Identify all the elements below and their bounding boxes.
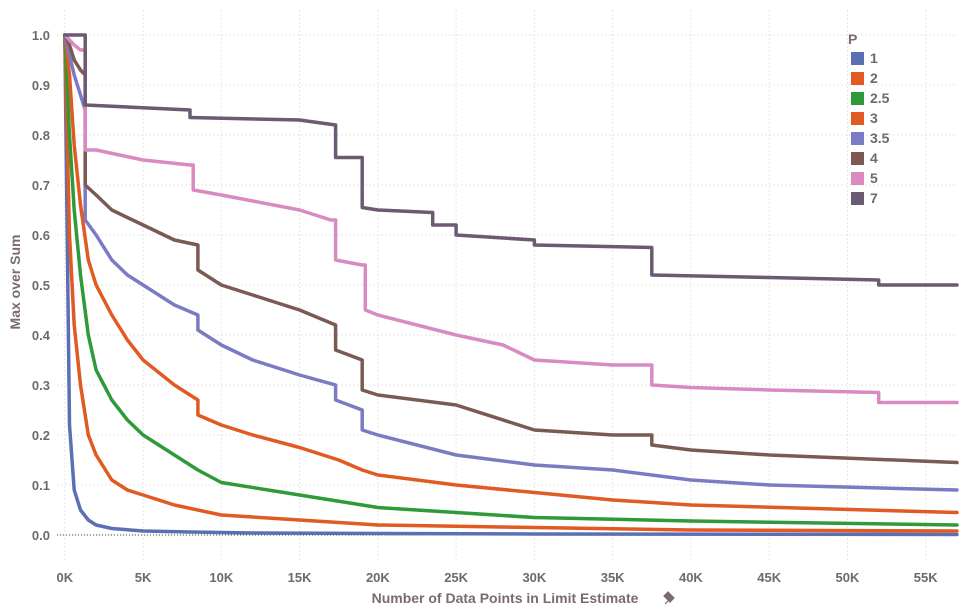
legend-label: 2 [870,70,878,86]
legend-label: 4 [870,150,878,166]
x-tick-label: 25K [444,570,468,585]
y-axis-title: Max over Sum [7,235,23,330]
x-tick-label: 55K [914,570,938,585]
legend-label: 5 [870,170,878,186]
y-axis-ticks: 0.0 0.1 0.2 0.3 0.4 0.5 0.6 0.7 0.8 0.9 1.0 [32,28,51,543]
series-line-7 [63,33,959,287]
legend: P 1 2 2.5 3 3.5 4 5 7 [848,31,890,206]
legend-label: 3 [870,110,878,126]
series-line-5 [63,33,959,405]
legend-title: P [848,31,857,47]
legend-label: 3.5 [870,130,890,146]
legend-label: 7 [870,190,878,206]
legend-swatch [851,172,864,185]
series-line-1 [63,33,959,537]
x-tick-label: 50K [836,570,860,585]
y-tick-label: 0.5 [32,278,50,293]
x-tick-label: 45K [757,570,781,585]
legend-swatch [851,192,864,205]
series-line-2 [63,33,959,533]
x-tick-label: 35K [601,570,625,585]
x-tick-label: 20K [366,570,390,585]
y-tick-label: 1.0 [32,28,50,43]
legend-swatch [851,52,864,65]
x-tick-label: 0K [57,570,74,585]
x-axis-title: Number of Data Points in Limit Estimate [372,590,639,606]
legend-swatch [851,92,864,105]
legend-label: 2.5 [870,90,890,106]
legend-swatch [851,112,864,125]
grid [57,10,957,560]
x-tick-label: 10K [209,570,233,585]
x-tick-label: 5K [135,570,152,585]
x-tick-label: 40K [679,570,703,585]
y-tick-label: 0.6 [32,228,50,243]
y-tick-label: 0.9 [32,78,50,93]
series-line-2-5 [63,33,959,527]
y-tick-label: 0.3 [32,378,50,393]
y-tick-label: 0.4 [32,328,51,343]
y-tick-label: 0.1 [32,478,50,493]
y-tick-label: 0.7 [32,178,50,193]
legend-swatch [851,152,864,165]
y-tick-label: 0.0 [32,528,50,543]
series-line-4 [63,33,959,465]
series-line-3 [63,33,959,515]
x-tick-label: 15K [288,570,312,585]
x-tick-label: 30K [522,570,546,585]
legend-swatch [851,132,864,145]
legend-swatch [851,72,864,85]
series-lines [63,33,959,537]
x-axis-ticks: 0K 5K 10K 15K 20K 25K 30K 35K 40K 45K 50K 55K [57,570,939,585]
legend-label: 1 [870,50,878,66]
y-tick-label: 0.8 [32,128,50,143]
pin-icon[interactable] [663,591,675,605]
y-tick-label: 0.2 [32,428,50,443]
